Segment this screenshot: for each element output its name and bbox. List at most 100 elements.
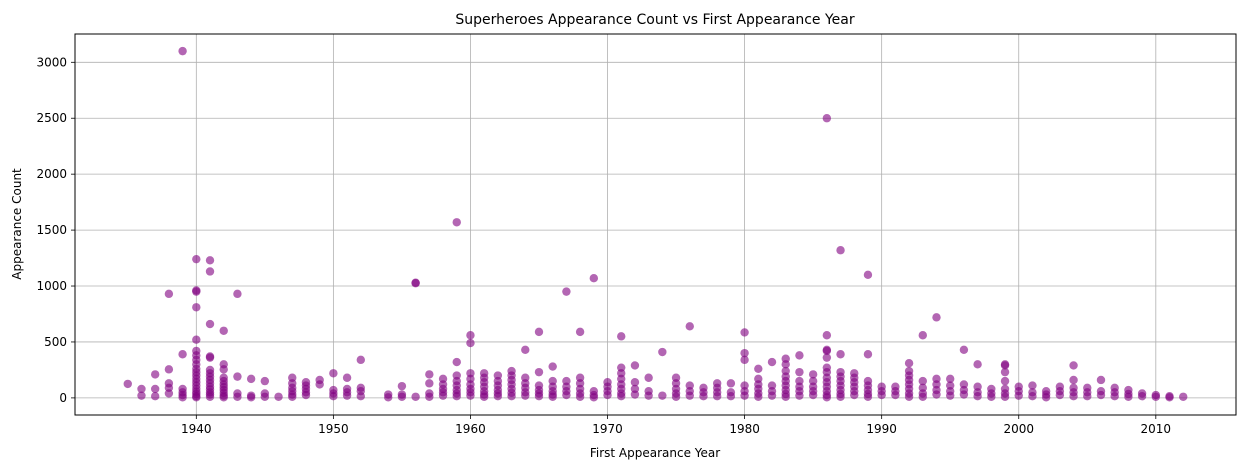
- data-point: [150, 370, 160, 379]
- y-axis-ticks: 0 500 1000 1500 2000 2500 3000: [36, 55, 75, 405]
- y-tick-label: 500: [44, 335, 67, 349]
- x-tick-label: 1940: [181, 422, 212, 436]
- data-point: [192, 287, 201, 296]
- data-point: [658, 391, 667, 400]
- data-point: [863, 270, 873, 280]
- data-point: [1083, 392, 1092, 401]
- data-point: [562, 287, 571, 296]
- data-point: [795, 367, 804, 377]
- x-tick-label: 1990: [866, 422, 897, 436]
- data-point: [822, 353, 832, 362]
- data-point: [740, 328, 749, 337]
- data-point: [219, 365, 228, 374]
- x-axis-ticks: 1940 1950 1960 1970 1980 1990 2000 2010: [181, 415, 1171, 436]
- data-point: [219, 393, 228, 402]
- data-point: [1000, 376, 1010, 386]
- data-point: [260, 376, 270, 386]
- data-point: [603, 390, 612, 400]
- data-point: [452, 392, 461, 401]
- data-point: [1014, 391, 1023, 400]
- data-point: [863, 392, 873, 401]
- data-point: [781, 360, 790, 369]
- data-point: [205, 353, 215, 362]
- data-point: [1055, 390, 1065, 400]
- data-point: [877, 390, 886, 400]
- data-point: [534, 327, 544, 337]
- data-point: [438, 391, 448, 400]
- data-point: [918, 392, 927, 401]
- data-point: [178, 393, 187, 402]
- data-point: [397, 381, 407, 391]
- data-point: [808, 390, 818, 400]
- data-point: [1179, 392, 1188, 401]
- data-point: [425, 379, 434, 388]
- data-point: [973, 360, 982, 369]
- data-point: [301, 390, 311, 400]
- x-tick-label: 2010: [1141, 422, 1172, 436]
- data-point: [1069, 361, 1078, 370]
- data-point: [1028, 392, 1037, 401]
- data-point: [246, 393, 256, 402]
- data-point: [987, 392, 996, 401]
- data-point: [699, 392, 708, 401]
- data-point: [219, 326, 228, 335]
- data-point: [342, 391, 352, 400]
- data-point: [712, 392, 722, 401]
- data-point: [233, 392, 242, 401]
- y-tick-label: 2000: [36, 167, 67, 181]
- data-point: [466, 331, 475, 340]
- data-point: [932, 390, 941, 399]
- y-tick-label: 2500: [36, 111, 67, 125]
- data-point: [425, 392, 434, 401]
- data-point: [233, 289, 242, 299]
- data-point: [329, 369, 338, 378]
- data-point: [356, 392, 365, 401]
- x-tick-label: 2000: [1003, 422, 1034, 436]
- data-point: [164, 289, 174, 299]
- data-point: [150, 392, 160, 401]
- data-point: [918, 376, 927, 386]
- data-point: [685, 322, 694, 331]
- data-point: [918, 331, 927, 340]
- data-points: [123, 46, 1188, 402]
- x-tick-label: 1980: [729, 422, 760, 436]
- data-point: [1041, 393, 1051, 402]
- data-point: [315, 380, 324, 389]
- data-point: [795, 351, 804, 360]
- data-point: [904, 359, 914, 368]
- data-point: [178, 46, 187, 56]
- data-point: [822, 331, 832, 340]
- data-point: [589, 393, 599, 402]
- data-point: [863, 350, 873, 359]
- data-point: [767, 357, 777, 367]
- data-point: [959, 390, 969, 399]
- data-point: [534, 392, 544, 401]
- data-point: [685, 391, 694, 400]
- data-point: [1165, 393, 1174, 402]
- data-point: [548, 362, 557, 371]
- data-point: [973, 392, 982, 401]
- data-point: [1000, 361, 1010, 370]
- data-point: [630, 361, 640, 370]
- data-point: [466, 338, 475, 348]
- data-point: [452, 357, 461, 367]
- data-point: [658, 347, 667, 357]
- data-point: [521, 345, 530, 354]
- data-point: [959, 345, 969, 354]
- data-point: [562, 390, 571, 400]
- data-point: [205, 267, 215, 276]
- data-point: [946, 374, 955, 384]
- data-point: [1069, 392, 1078, 401]
- x-tick-label: 1960: [455, 422, 486, 436]
- chart-title: Superheroes Appearance Count vs First Ap…: [455, 12, 855, 28]
- data-point: [575, 327, 585, 337]
- data-point: [466, 391, 475, 400]
- data-point: [740, 348, 749, 358]
- data-point: [1151, 392, 1161, 401]
- data-point: [740, 355, 749, 365]
- data-point: [342, 373, 352, 382]
- data-point: [767, 391, 777, 400]
- y-axis-title: Appearance Count: [10, 168, 24, 280]
- data-point: [836, 392, 845, 401]
